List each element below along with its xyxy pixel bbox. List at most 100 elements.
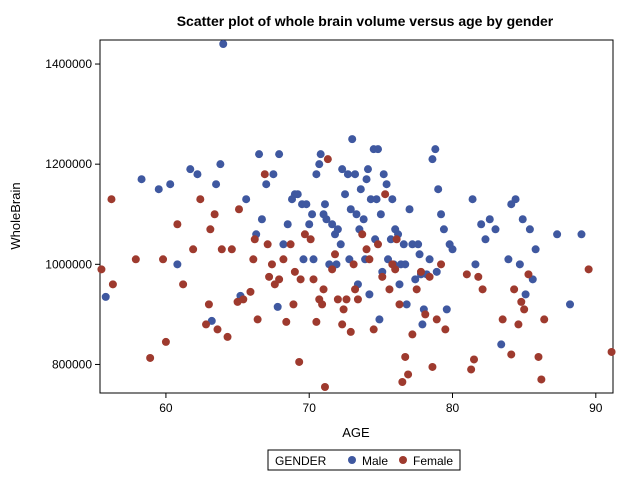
series-female	[97, 155, 616, 391]
scatter-point-male	[255, 150, 264, 159]
scatter-point-male	[379, 170, 388, 179]
scatter-point-male	[408, 240, 417, 249]
scatter-point-male	[193, 170, 202, 179]
scatter-point-female	[514, 320, 523, 329]
scatter-point-male	[511, 195, 520, 204]
data-points	[97, 40, 616, 391]
scatter-point-male	[262, 180, 271, 189]
scatter-point-male	[468, 195, 477, 204]
scatter-point-male	[525, 225, 534, 234]
scatter-point-female	[217, 245, 226, 254]
scatter-point-female	[339, 305, 348, 314]
scatter-point-female	[398, 377, 407, 386]
scatter-point-female	[524, 270, 533, 279]
scatter-point-female	[421, 310, 430, 319]
scatter-point-female	[265, 272, 274, 281]
scatter-point-female	[369, 325, 378, 334]
scatter-point-male	[504, 255, 513, 264]
x-tick-label: 70	[303, 401, 317, 415]
scatter-point-male	[405, 205, 414, 214]
scatter-point-male	[343, 170, 352, 179]
scatter-point-female	[416, 267, 425, 276]
scatter-point-female	[404, 370, 413, 379]
scatter-point-male	[363, 165, 372, 174]
scatter-point-male	[316, 150, 325, 159]
scatter-point-male	[372, 195, 381, 204]
scatter-point-male	[352, 210, 361, 219]
scatter-point-female	[328, 265, 337, 274]
y-tick-label: 1200000	[45, 157, 92, 171]
plot-area-frame	[99, 39, 614, 394]
scatter-point-female	[362, 245, 371, 254]
scatter-point-female	[97, 265, 106, 274]
scatter-point-male	[373, 145, 382, 154]
scatter-point-female	[510, 285, 519, 294]
scatter-point-female	[323, 155, 332, 164]
scatter-point-female	[320, 382, 329, 391]
scatter-point-female	[227, 245, 236, 254]
x-axis-title: AGE	[342, 425, 370, 440]
scatter-point-female	[358, 230, 367, 239]
scatter-point-female	[365, 255, 374, 264]
scatter-point-male	[308, 210, 317, 219]
scatter-point-female	[234, 205, 243, 214]
scatter-point-female	[540, 315, 549, 324]
scatter-point-male	[402, 300, 411, 309]
scatter-point-female	[584, 265, 593, 274]
scatter-point-male	[553, 230, 562, 239]
scatter-point-female	[381, 190, 390, 199]
scatter-point-female	[246, 287, 255, 296]
scatter-point-male	[242, 195, 251, 204]
scatter-point-female	[146, 353, 155, 362]
scatter-point-male	[166, 180, 175, 189]
scatter-point-male	[376, 210, 385, 219]
scatter-point-female	[333, 295, 342, 304]
scatter-point-female	[607, 347, 616, 356]
scatter-point-male	[216, 160, 225, 169]
scatter-point-female	[342, 295, 351, 304]
scatter-point-female	[290, 267, 299, 276]
scatter-point-female	[210, 210, 219, 219]
scatter-point-male	[401, 260, 410, 269]
scatter-point-female	[378, 272, 387, 281]
scatter-point-male	[207, 316, 216, 325]
scatter-point-female	[253, 315, 262, 324]
scatter-point-male	[269, 170, 278, 179]
scatter-point-female	[353, 295, 362, 304]
x-tick-label: 90	[589, 401, 603, 415]
scatter-point-male	[375, 315, 384, 324]
scatter-point-male	[212, 180, 221, 189]
legend-label-female: Female	[413, 454, 453, 468]
scatter-point-female	[223, 332, 232, 341]
scatter-point-female	[161, 337, 170, 346]
series-male	[101, 40, 586, 349]
scatter-point-male	[186, 165, 195, 174]
scatter-point-female	[373, 240, 382, 249]
scatter-point-male	[173, 260, 182, 269]
scatter-point-female	[338, 320, 347, 329]
scatter-point-female	[289, 300, 298, 309]
scatter-point-male	[275, 150, 284, 159]
scatter-point-female	[349, 260, 358, 269]
scatter-point-female	[412, 285, 421, 294]
scatter-point-female	[462, 270, 471, 279]
scatter-point-female	[239, 295, 248, 304]
scatter-point-male	[305, 220, 314, 229]
scatter-point-male	[322, 215, 331, 224]
scatter-point-female	[204, 300, 213, 309]
scatter-point-male	[518, 215, 527, 224]
scatter-point-male	[101, 292, 110, 301]
scatter-point-male	[437, 210, 446, 219]
scatter-point-male	[382, 180, 391, 189]
scatter-point-male	[299, 255, 308, 264]
y-tick-label: 1400000	[45, 57, 92, 71]
scatter-point-male	[418, 320, 427, 329]
scatter-point-female	[534, 352, 543, 361]
scatter-point-female	[249, 255, 258, 264]
scatter-point-female	[401, 352, 410, 361]
y-tick-label: 800000	[52, 357, 92, 371]
scatter-point-male	[577, 230, 586, 239]
scatter-point-male	[137, 175, 146, 184]
scatter-point-female	[428, 362, 437, 371]
scatter-point-female	[206, 225, 215, 234]
